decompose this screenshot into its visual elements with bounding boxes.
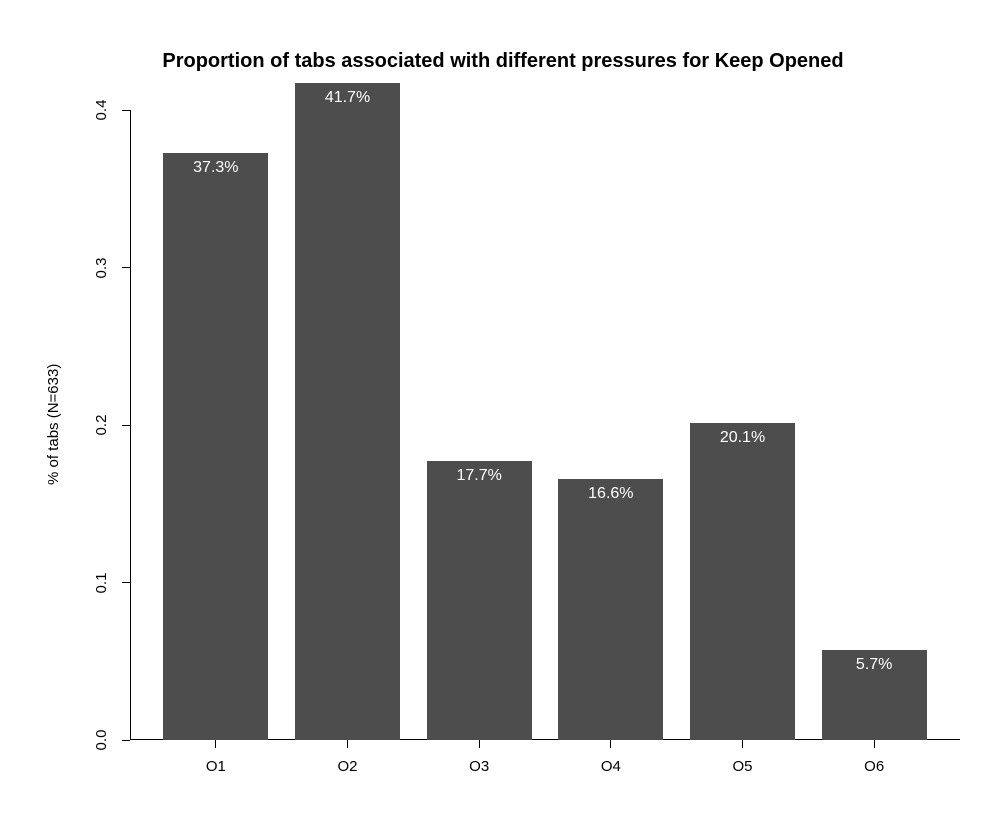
- y-tick: [122, 425, 130, 426]
- bar-value-label: 37.3%: [193, 159, 238, 177]
- bar-value-label: 16.6%: [588, 485, 633, 503]
- y-tick: [122, 582, 130, 583]
- bar-value-label: 41.7%: [325, 89, 370, 107]
- bar: [163, 153, 268, 740]
- x-tick-label: O6: [864, 758, 884, 775]
- x-tick: [874, 740, 875, 748]
- bar-value-label: 20.1%: [720, 429, 765, 447]
- y-axis: [130, 110, 131, 740]
- y-tick: [122, 740, 130, 741]
- x-tick: [610, 740, 611, 748]
- bar: [558, 479, 663, 740]
- x-tick-label: O3: [469, 758, 489, 775]
- y-tick: [122, 110, 130, 111]
- bar-value-label: 5.7%: [856, 656, 892, 674]
- y-tick-label: 0.2: [93, 405, 111, 445]
- bar-chart: Proportion of tabs associated with diffe…: [0, 0, 1006, 814]
- x-tick: [479, 740, 480, 748]
- y-tick-label: 0.1: [93, 563, 111, 603]
- bar: [427, 461, 532, 740]
- x-tick-label: O1: [206, 758, 226, 775]
- x-tick: [347, 740, 348, 748]
- x-tick: [742, 740, 743, 748]
- chart-title: Proportion of tabs associated with diffe…: [0, 50, 1006, 73]
- plot-area: 0.00.10.20.30.437.3%O141.7%O217.7%O316.6…: [130, 110, 960, 740]
- x-tick-label: O4: [601, 758, 621, 775]
- y-tick-label: 0.4: [93, 90, 111, 130]
- x-tick-label: O2: [337, 758, 357, 775]
- bar: [295, 83, 400, 740]
- y-axis-label: % of tabs (N=633): [45, 364, 62, 485]
- y-tick-label: 0.0: [93, 720, 111, 760]
- x-tick-label: O5: [732, 758, 752, 775]
- y-tick: [122, 267, 130, 268]
- bar: [690, 423, 795, 740]
- x-tick: [215, 740, 216, 748]
- y-tick-label: 0.3: [93, 248, 111, 288]
- bar-value-label: 17.7%: [456, 467, 501, 485]
